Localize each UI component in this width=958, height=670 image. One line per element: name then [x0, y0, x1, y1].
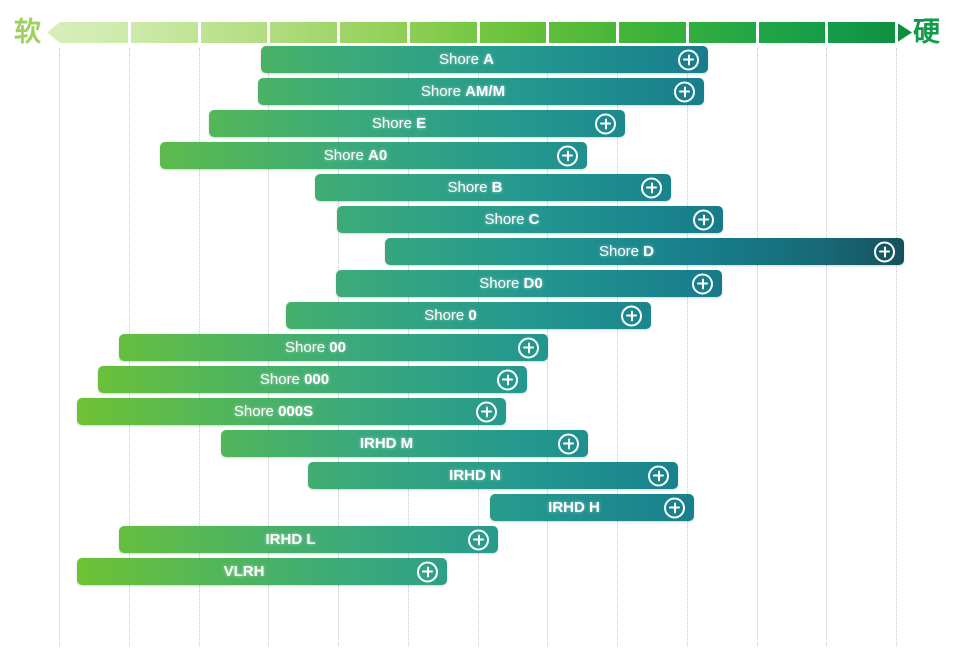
- grid-line: [826, 48, 828, 646]
- plus-circle-icon[interactable]: [621, 305, 642, 326]
- hardness-range-bar[interactable]: Shore D: [385, 238, 904, 265]
- hardness-range-bar[interactable]: IRHD H: [490, 494, 694, 521]
- axis-segment-gap: [825, 22, 828, 43]
- bar-label: IRHD N: [449, 467, 501, 484]
- grid-line: [896, 48, 897, 646]
- bar-label: Shore B: [447, 179, 503, 196]
- hardness-range-bar[interactable]: Shore 00: [119, 334, 548, 361]
- axis-segment-gap: [756, 22, 759, 43]
- bar-label: Shore A0: [323, 147, 388, 164]
- plus-circle-icon[interactable]: [558, 433, 579, 454]
- hardness-range-bar[interactable]: VLRH: [77, 558, 447, 585]
- bar-label: VLRH: [223, 563, 265, 580]
- bar-label: Shore 0: [424, 307, 477, 324]
- hardness-range-bar[interactable]: Shore E: [209, 110, 625, 137]
- hardness-range-bar[interactable]: Shore A: [261, 46, 708, 73]
- axis-segment-gap: [616, 22, 619, 43]
- hardness-range-bar[interactable]: Shore 0: [286, 302, 651, 329]
- axis-segment-gap: [477, 22, 480, 43]
- plus-circle-icon[interactable]: [641, 177, 662, 198]
- hard-axis-label: 硬: [913, 17, 940, 47]
- bar-label: Shore AM/M: [420, 83, 506, 100]
- plus-circle-icon[interactable]: [557, 145, 578, 166]
- axis-segment-gap: [546, 22, 549, 43]
- grid-line: [617, 48, 618, 646]
- hardness-range-bar[interactable]: IRHD M: [221, 430, 588, 457]
- bar-label: IRHD L: [265, 531, 316, 548]
- axis-segment-gap: [267, 22, 270, 43]
- axis-segment-gap: [895, 22, 898, 43]
- plus-circle-icon[interactable]: [468, 529, 489, 550]
- bar-label: Shore 000: [259, 371, 330, 388]
- grid-line: [686, 48, 688, 646]
- plus-circle-icon[interactable]: [518, 337, 539, 358]
- axis-segment-gap: [407, 22, 410, 43]
- plus-circle-icon[interactable]: [692, 273, 713, 294]
- bar-label: Shore A: [438, 51, 495, 68]
- hardness-range-bar[interactable]: Shore 000S: [77, 398, 506, 425]
- hardness-gradient-arrow: [47, 22, 912, 43]
- soft-axis-label: 软: [14, 17, 41, 47]
- bar-label: Shore D: [598, 243, 655, 260]
- hardness-range-bar[interactable]: IRHD N: [308, 462, 678, 489]
- hardness-range-bar[interactable]: IRHD L: [119, 526, 498, 553]
- plus-circle-icon[interactable]: [648, 465, 669, 486]
- axis-segment-gap: [198, 22, 201, 43]
- bar-label: Shore D0: [479, 275, 543, 292]
- plus-circle-icon[interactable]: [693, 209, 714, 230]
- grid-line: [59, 48, 60, 646]
- hardness-range-bar[interactable]: Shore C: [337, 206, 723, 233]
- hardness-range-bar[interactable]: Shore AM/M: [258, 78, 704, 105]
- bar-label: Shore E: [371, 115, 427, 132]
- plus-circle-icon[interactable]: [595, 113, 616, 134]
- bar-label: Shore 000S: [233, 403, 314, 420]
- plus-circle-icon[interactable]: [678, 49, 699, 70]
- axis-segment-gap: [337, 22, 340, 43]
- grid-line: [756, 48, 758, 646]
- hardness-range-bar[interactable]: Shore A0: [160, 142, 587, 169]
- bar-label: Shore C: [484, 211, 540, 228]
- bar-label: IRHD H: [548, 499, 600, 516]
- hardness-range-bar[interactable]: Shore D0: [336, 270, 722, 297]
- hardness-range-bar[interactable]: Shore 000: [98, 366, 527, 393]
- plus-circle-icon[interactable]: [664, 497, 685, 518]
- bar-label: IRHD M: [359, 435, 414, 452]
- axis-segment-gap: [686, 22, 689, 43]
- plus-circle-icon[interactable]: [476, 401, 497, 422]
- bar-label: Shore 00: [285, 339, 346, 356]
- plus-circle-icon[interactable]: [874, 241, 895, 262]
- hardness-range-bar[interactable]: Shore B: [315, 174, 671, 201]
- plus-circle-icon[interactable]: [674, 81, 695, 102]
- plus-circle-icon[interactable]: [497, 369, 518, 390]
- plus-circle-icon[interactable]: [417, 561, 438, 582]
- axis-segment-gap: [128, 22, 131, 43]
